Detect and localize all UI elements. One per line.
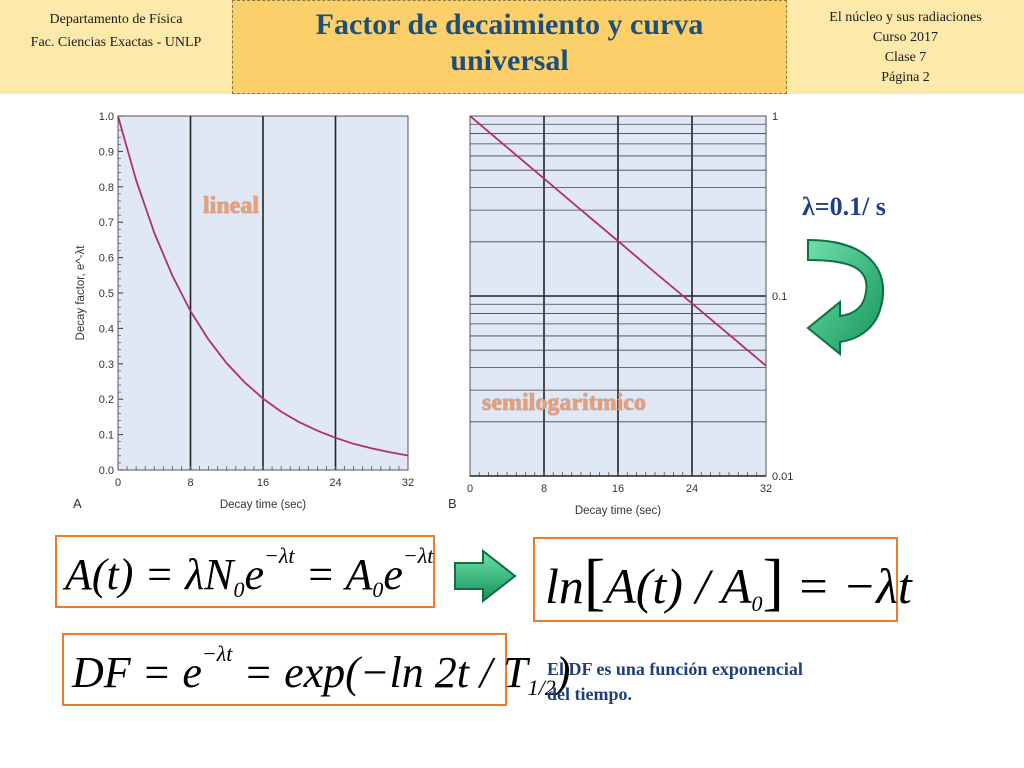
y-tick-label: 0.4 xyxy=(99,323,114,335)
panel-label: A xyxy=(73,496,82,511)
x-axis-label: Decay time (sec) xyxy=(220,499,306,511)
slide-title-line2: universal xyxy=(450,44,569,77)
formula-activity: A(t) = λN0e−λt = A0e−λt xyxy=(55,535,435,608)
lineal-label: lineal xyxy=(203,193,260,219)
course-name: El núcleo y sus radiaciones xyxy=(829,10,982,25)
page-number: Página 2 xyxy=(881,70,930,85)
faculty-label: Fac. Ciencias Exactas - UNLP xyxy=(30,35,202,50)
x-tick-label: 8 xyxy=(187,477,193,489)
panel-label: B xyxy=(448,496,457,511)
course-year: Curso 2017 xyxy=(873,30,938,45)
header-left: Departamento de Física Fac. Ciencias Exa… xyxy=(0,0,232,94)
note-text: El DF es una función exponencial del tie… xyxy=(547,659,803,704)
formula-activity-text: A(t) = λN0e−λt = A0e−λt xyxy=(65,543,434,602)
formula-log-text: ln[A(t) / A0] = −λt xyxy=(545,546,912,617)
slide-title-line1: Factor de decaimiento y curva xyxy=(315,8,704,41)
chart-semilog: 0 8 16 24 32 1 0.1 0.01 Decay time (sec) B xyxy=(440,98,805,518)
x-tick-label: 32 xyxy=(760,483,772,495)
x-tick-label: 32 xyxy=(402,477,414,489)
y-tick-label: 0.2 xyxy=(99,394,114,406)
y-tick-label: 0.01 xyxy=(772,471,793,483)
y-tick-label: 0.8 xyxy=(99,182,114,194)
department-label: Departamento de Física xyxy=(49,12,183,27)
y-tick-label: 0.6 xyxy=(99,253,114,265)
class-number: Clase 7 xyxy=(884,50,927,65)
x-tick-label: 0 xyxy=(467,483,473,495)
y-tick-label: 0.7 xyxy=(99,217,114,229)
y-tick-label: 1 xyxy=(772,111,778,123)
curved-arrow-icon xyxy=(806,238,885,357)
chart-linear-svg: 0 8 16 24 32 0.0 0.1 0.2 0.3 0.4 0.5 0.6 0.7 0.8 0.9 1.… xyxy=(73,111,414,511)
x-tick-label: 16 xyxy=(612,483,624,495)
y-tick-label: 0.5 xyxy=(99,288,114,300)
right-arrow-icon xyxy=(454,549,517,604)
y-tick-label: 1.0 xyxy=(99,111,114,123)
y-tick-label: 0.0 xyxy=(99,465,114,477)
y-axis-label: Decay factor, e^-λt xyxy=(75,245,87,341)
formula-decay-factor-text: DF = e−λt = exp(−ln 2t / T1/2) xyxy=(72,641,571,700)
x-tick-label: 8 xyxy=(541,483,547,495)
x-tick-label: 16 xyxy=(257,477,269,489)
header-right: El núcleo y sus radiaciones Curso 2017 C… xyxy=(787,0,1024,94)
x-tick-label: 24 xyxy=(329,477,341,489)
y-tick-label: 0.1 xyxy=(772,291,787,303)
x-tick-label: 0 xyxy=(115,477,121,489)
y-tick-label: 0.1 xyxy=(99,430,114,442)
series-line xyxy=(469,115,767,367)
chart-linear: 0 8 16 24 32 0.0 0.1 0.2 0.3 0.4 0.5 0.6 0.7 0.8 0.9 1.… xyxy=(65,98,425,518)
semilog-label: semilogaritmico xyxy=(482,390,646,416)
chart-semilog-svg: 0 8 16 24 32 1 0.1 0.01 Decay time (sec) B xyxy=(448,111,793,517)
y-tick-label: 0.9 xyxy=(99,146,114,158)
formula-log: ln[A(t) / A0] = −λt xyxy=(533,537,912,622)
x-tick-label: 24 xyxy=(686,483,698,495)
slide-title-box: Factor de decaimiento y curva universal xyxy=(232,0,787,94)
lambda-label: λ=0.1/ s xyxy=(802,192,886,221)
formula-decay-factor: DF = e−λt = exp(−ln 2t / T1/2) xyxy=(62,633,570,706)
y-tick-label: 0.3 xyxy=(99,359,114,371)
x-axis-label: Decay time (sec) xyxy=(575,505,661,517)
